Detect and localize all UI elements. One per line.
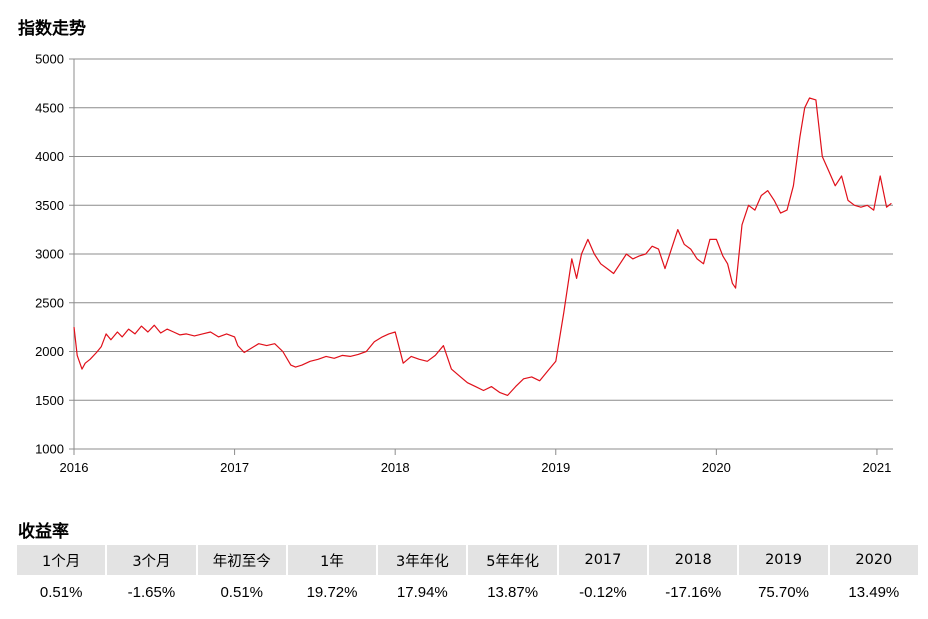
x-tick-label: 2019 <box>541 460 570 475</box>
returns-header-row: 1个月 3个月 年初至今 1年 3年年化 5年年化 2017 2018 2019… <box>17 545 918 575</box>
returns-header-cell: 2020 <box>829 545 918 575</box>
returns-value-cell: 0.51% <box>220 584 264 601</box>
returns-value-cell: 0.51% <box>39 584 83 601</box>
returns-table: 1个月 3个月 年初至今 1年 3年年化 5年年化 2017 2018 2019… <box>15 545 920 610</box>
series-layer <box>73 97 892 396</box>
y-tick-label: 3000 <box>35 247 64 262</box>
returns-value-cell: -1.65% <box>127 584 176 601</box>
returns-header-cell: 5年年化 <box>468 545 557 575</box>
returns-header-cell: 2018 <box>649 545 738 575</box>
returns-value-cell: 13.87% <box>487 584 539 601</box>
y-tick-label: 5000 <box>35 52 64 67</box>
y-tick-label: 1500 <box>35 393 64 408</box>
grid-lines <box>74 58 893 401</box>
returns-value-row: 0.51% -1.65% 0.51% 19.72% 17.94% 13.87% … <box>17 575 918 610</box>
x-tick-label: 2016 <box>60 460 89 475</box>
returns-title: 收益率 <box>18 522 69 542</box>
y-tick-label: 4500 <box>35 100 64 115</box>
returns-header-cell: 1个月 <box>17 545 106 575</box>
returns-value-cell: 13.49% <box>848 584 900 601</box>
series-line <box>73 97 892 396</box>
returns-value-cell: -0.12% <box>579 584 627 601</box>
chart-title: 指数走势 <box>18 19 86 39</box>
returns-header-cell: 1年 <box>287 545 377 575</box>
returns-header-cell: 2017 <box>558 545 648 575</box>
index-trend-chart: 1000 1500 2000 2500 3000 3500 4000 4500 5000 201… <box>35 52 893 475</box>
returns-header-cell: 年初至今 <box>197 545 286 575</box>
y-tick-label: 3500 <box>35 198 64 213</box>
returns-header-cell: 2019 <box>739 545 828 575</box>
y-axis-ticks: 1000 1500 2000 2500 3000 3500 4000 4500 5000 <box>35 52 74 457</box>
returns-value-cell: 75.70% <box>758 584 809 601</box>
returns-header-cell: 3年年化 <box>378 545 467 575</box>
returns-value-cell: 17.94% <box>396 584 448 601</box>
y-tick-label: 1000 <box>35 442 64 457</box>
y-tick-label: 4000 <box>35 149 64 164</box>
x-tick-label: 2018 <box>381 460 410 475</box>
y-tick-label: 2500 <box>35 295 64 310</box>
x-tick-label: 2020 <box>702 460 731 475</box>
returns-value-cell: -17.16% <box>665 584 722 601</box>
y-tick-label: 2000 <box>35 344 64 359</box>
returns-header-cell: 3个月 <box>107 545 196 575</box>
x-tick-label: 2017 <box>220 460 249 475</box>
returns-value-cell: 19.72% <box>306 584 358 601</box>
x-axis-ticks: 2016 2017 2018 2019 2020 2021 <box>60 449 891 475</box>
x-tick-label: 2021 <box>862 460 891 475</box>
